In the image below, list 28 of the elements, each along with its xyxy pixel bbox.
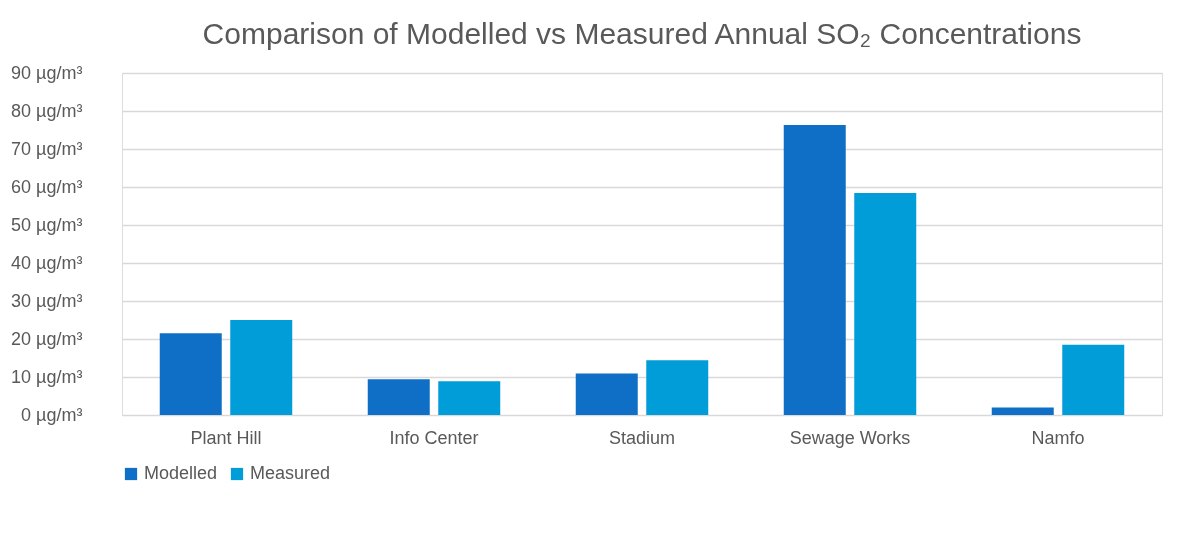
x-tick-label: Stadium xyxy=(608,427,676,448)
y-tick-label: 60 µg/m³ xyxy=(11,176,83,197)
y-tick-label: 30 µg/m³ xyxy=(11,290,83,311)
bar xyxy=(991,407,1054,415)
y-tick-label: 50 µg/m³ xyxy=(11,214,83,235)
bar xyxy=(230,320,293,415)
legend-label: Measured xyxy=(250,463,331,483)
y-tick-label: 80 µg/m³ xyxy=(11,100,83,121)
y-tick-label: 40 µg/m³ xyxy=(11,252,83,273)
legend-label: Modelled xyxy=(144,463,218,483)
x-tick-label: Sewage Works xyxy=(789,427,911,448)
bar xyxy=(367,379,430,415)
bar xyxy=(783,125,846,415)
x-tick-label: Info Center xyxy=(389,427,479,448)
x-tick-label: Plant Hill xyxy=(190,427,262,448)
y-tick-label: 10 µg/m³ xyxy=(11,366,83,387)
bar xyxy=(438,381,501,415)
bar xyxy=(854,193,917,415)
y-tick-label: 70 µg/m³ xyxy=(11,138,83,159)
chart-title: Comparison of Modelled vs Measured Annual SO₂ Concentrations xyxy=(202,17,1082,50)
y-tick-label: 0 µg/m³ xyxy=(21,404,83,425)
y-tick-label: 90 µg/m³ xyxy=(11,62,83,83)
x-tick-label: Namfo xyxy=(1031,427,1085,448)
y-tick-label: 20 µg/m³ xyxy=(11,328,83,349)
bar xyxy=(575,373,638,415)
bar xyxy=(646,360,709,415)
bar xyxy=(1062,344,1125,415)
bar xyxy=(159,333,222,415)
